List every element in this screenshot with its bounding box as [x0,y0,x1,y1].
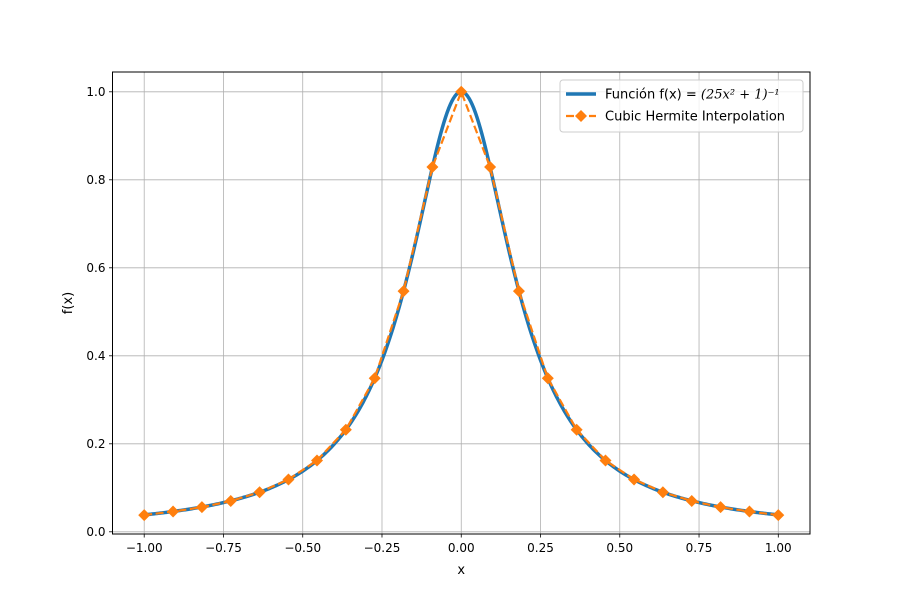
series-layer [138,85,785,522]
x-tick-label: 0.00 [448,541,475,555]
legend-label-function-math: (25x² + 1)⁻¹ [701,88,780,103]
y-tick-label: 0.0 [86,525,105,539]
hermite-point-marker [656,486,669,499]
x-tick-label: −0.25 [364,541,401,555]
x-tick-label: 1.00 [765,541,792,555]
hermite-point-marker [167,505,180,518]
legend: Función f(x) = (25x² + 1)⁻¹ Cubic Hermit… [559,79,804,133]
hermite-point-marker [772,509,785,522]
hermite-point-marker [541,372,554,385]
hermite-point-marker [484,161,497,174]
x-tick-label: 0.75 [686,541,713,555]
y-tick-label: 0.8 [86,173,105,187]
x-tick-label: 0.25 [527,541,554,555]
legend-frame [559,79,804,133]
series-hermite-line [144,90,779,517]
hermite-point-marker [685,495,698,507]
hermite-point-marker [628,473,641,486]
x-tick-label: 0.50 [606,541,633,555]
hermite-point-marker [455,85,468,98]
x-tick-label: −1.00 [126,541,163,555]
legend-marker-hermite [575,110,587,122]
hermite-point-marker [426,161,439,174]
hermite-point-marker [714,501,727,514]
hermite-point-marker [282,473,295,486]
y-tick-label: 0.4 [86,349,105,363]
hermite-point-marker [570,423,583,436]
hermite-point-marker [224,495,237,507]
y-tick-label: 0.2 [86,437,105,451]
hermite-point-marker [253,486,266,499]
y-axis-label: f(x) [61,292,76,314]
hermite-point-marker [368,372,381,385]
grid [112,72,810,534]
y-tick-label: 1.0 [86,85,105,99]
x-tick-label: −0.75 [205,541,242,555]
hermite-point-marker [310,454,323,467]
legend-label-hermite: Cubic Hermite Interpolation [605,110,785,125]
hermite-point-marker [339,423,352,436]
legend-label-function: Función f(x) = (25x² + 1)⁻¹ [605,88,780,103]
ticks: −1.00 −0.75 −0.50 −0.25 0.00 0.25 0.50 0.75 1.00… [86,85,791,555]
x-tick-label: −0.50 [284,541,321,555]
hermite-point-marker [195,501,208,514]
hermite-point-marker [138,509,151,522]
y-tick-label: 0.6 [86,261,105,275]
hermite-point-marker [743,505,756,518]
hermite-point-marker [397,285,410,298]
legend-label-function-prefix: Función f(x) = [605,88,701,103]
hermite-point-marker [599,454,612,467]
hermite-point-marker [512,285,525,298]
x-axis-label: x [457,563,465,578]
